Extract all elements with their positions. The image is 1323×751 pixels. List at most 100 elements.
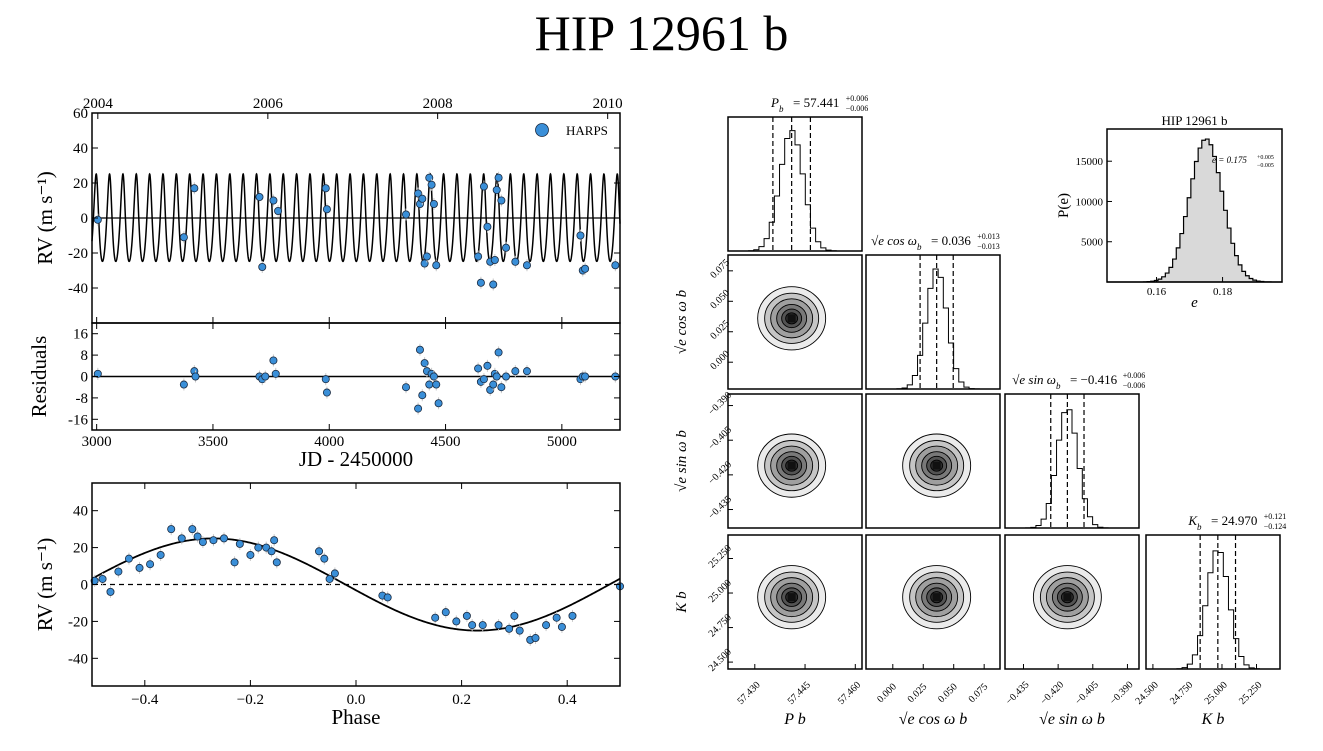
rv-ytick-label: -40 xyxy=(68,281,88,297)
corner-contour-core xyxy=(787,461,796,470)
corner-xlabel-esin: √e sin ω b xyxy=(1039,711,1105,728)
corner-title-sub-ecos: b xyxy=(917,242,922,252)
rv-data-point xyxy=(269,196,278,205)
residual-data-point xyxy=(179,380,188,389)
corner-title-label-Kb: K xyxy=(1187,513,1198,528)
corner-xtick-label: −0.420 xyxy=(1039,679,1067,707)
ecc-ytick-label: 15000 xyxy=(1076,156,1104,168)
legend-label: HARPS xyxy=(566,123,608,138)
rv-data-point xyxy=(522,261,531,270)
rv-model-curve xyxy=(91,172,621,263)
phase-model-curve xyxy=(91,537,621,632)
phase-xtick-label: −0.2 xyxy=(237,692,264,708)
residual-data-point xyxy=(489,380,498,389)
phase-data-point xyxy=(431,613,440,622)
phase-data-point xyxy=(156,550,165,559)
residual-data-point xyxy=(494,348,503,357)
eccentricity-histogram xyxy=(1107,138,1283,283)
corner-xtick-label: 24.500 xyxy=(1134,680,1161,707)
ecc-ylabel: P(e) xyxy=(1056,193,1072,218)
rv-data-point xyxy=(258,262,267,271)
rv-top-tick-label: 2006 xyxy=(253,96,284,112)
residual-data-point xyxy=(474,364,483,373)
corner-title-value-Pb: = 57.441 xyxy=(793,95,839,110)
corner-diag-frame-Pb xyxy=(727,116,863,252)
phase-data-point xyxy=(557,622,566,631)
phase-data-point xyxy=(468,621,477,630)
phase-data-point xyxy=(462,611,471,620)
corner-title-value-ecos: = 0.036 xyxy=(931,233,971,248)
phase-data-point xyxy=(272,558,281,567)
corner-title-label-esin: √e sin ω xyxy=(1012,372,1056,387)
corner-xtick-label: 57.430 xyxy=(735,680,762,707)
corner-ylabel-Kb: K b xyxy=(674,591,690,614)
rv-data-point xyxy=(321,184,330,193)
residual-ytick-label: -16 xyxy=(68,412,88,428)
phase-data-point xyxy=(114,567,123,576)
corner-contour-core xyxy=(932,461,941,470)
rv-data-point xyxy=(93,215,102,224)
corner-xtick-label: −0.390 xyxy=(1108,679,1136,707)
phase-data-point xyxy=(246,550,255,559)
residual-data-point xyxy=(420,359,429,368)
corner-ytick-label: −0.435 xyxy=(706,494,734,522)
residual-xtick-label: 4000 xyxy=(314,434,344,450)
ecc-xlabel: e xyxy=(1191,295,1198,311)
residual-data-point xyxy=(497,383,506,392)
rv-data-point xyxy=(322,205,331,214)
corner-2d-frame xyxy=(727,393,863,529)
residual-xtick-label: 3000 xyxy=(82,434,112,450)
corner-ylabel-ecos: √e cos ω b xyxy=(674,289,690,354)
corner-title-plus-ecos: +0.013 xyxy=(977,232,1000,241)
residual-data-point xyxy=(434,399,443,408)
rv-data-point xyxy=(489,280,498,289)
corner-ytick-label: 24.750 xyxy=(707,612,734,639)
phase-ytick-label: 40 xyxy=(73,504,88,520)
figure-title: HIP 12961 b xyxy=(534,5,789,61)
phase-data-point xyxy=(330,569,339,578)
phase-data-point xyxy=(98,574,107,583)
rv-data-point xyxy=(255,192,264,201)
rv-data-point xyxy=(190,184,199,193)
rv-ytick-label: -20 xyxy=(68,246,88,262)
residual-data-point xyxy=(492,372,501,381)
phase-data-point xyxy=(515,626,524,635)
rv-data-point xyxy=(511,257,520,266)
residual-data-point xyxy=(414,404,423,413)
corner-title-plus-Pb: +0.006 xyxy=(846,94,869,103)
corner-histogram-ecos xyxy=(866,268,1000,390)
corner-xtick-label: 24.750 xyxy=(1168,680,1195,707)
phase-data-point xyxy=(167,525,176,534)
rv-data-point xyxy=(576,231,585,240)
corner-title-plus-esin: +0.006 xyxy=(1123,371,1146,380)
residual-data-point xyxy=(429,372,438,381)
corner-contour-core xyxy=(932,593,941,602)
residual-xlabel: JD - 2450000 xyxy=(299,447,413,471)
phase-ytick-label: -40 xyxy=(68,651,88,667)
phase-xtick-label: 0.0 xyxy=(347,692,366,708)
phase-data-point xyxy=(315,547,324,556)
corner-xtick-label: −0.405 xyxy=(1073,679,1101,707)
corner-title-minus-Kb: −0.124 xyxy=(1264,522,1287,531)
rv-data-point xyxy=(490,255,499,264)
phase-data-point xyxy=(193,532,202,541)
residual-data-point xyxy=(191,372,200,381)
phase-data-point xyxy=(531,634,540,643)
corner-title-value-Kb: = 24.970 xyxy=(1211,513,1257,528)
ecc-xtick-label: 0.18 xyxy=(1213,286,1233,298)
rv-data-point xyxy=(581,264,590,273)
corner-xlabel-ecos: √e cos ω b xyxy=(899,711,968,728)
corner-title-sub-esin: b xyxy=(1056,381,1061,391)
rv-data-point xyxy=(483,222,492,231)
phase-data-point xyxy=(177,534,186,543)
rv-data-point xyxy=(611,261,620,270)
residual-data-point xyxy=(261,372,270,381)
phase-data-point xyxy=(146,560,155,569)
phase-data-point xyxy=(452,617,461,626)
phase-data-point xyxy=(267,547,276,556)
corner-ytick-label: −0.420 xyxy=(706,459,734,487)
corner-diag-frame-ecos xyxy=(865,254,1001,390)
corner-ytick-label: 25.000 xyxy=(707,578,734,605)
corner-xtick-label: 0.050 xyxy=(936,681,960,705)
